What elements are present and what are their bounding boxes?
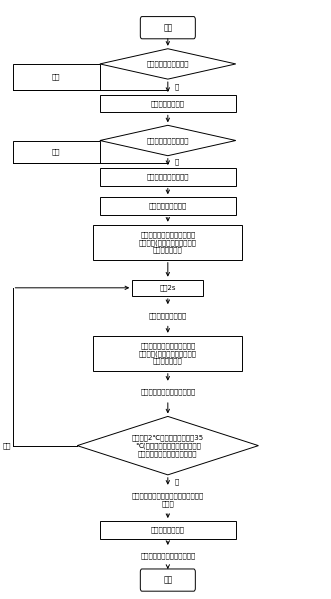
Text: 不是: 不是	[52, 74, 61, 80]
Polygon shape	[77, 416, 259, 475]
Text: 蜂鸣器鸣响一声提示一次温度
测量结束(此时用户须变动温度
计的测量位置）: 蜂鸣器鸣响一声提示一次温度 测量结束(此时用户须变动温度 计的测量位置）	[139, 231, 197, 253]
Text: 是: 是	[174, 84, 178, 90]
Bar	[100, 197, 236, 215]
Bar	[93, 225, 242, 260]
Text: 显示进入多次测量模式: 显示进入多次测量模式	[147, 174, 189, 180]
Text: 计算和显示多次测量的最大值: 计算和显示多次测量的最大值	[140, 553, 195, 559]
Text: 结束: 结束	[163, 576, 172, 585]
Bar	[132, 280, 204, 296]
Text: 测量一次温度并显示: 测量一次温度并显示	[149, 202, 187, 209]
Bar	[100, 168, 236, 186]
Bar	[13, 64, 100, 90]
Text: 检测是否按下测量按键: 检测是否按下测量按键	[147, 137, 189, 144]
Text: 测量一次温度并显示: 测量一次温度并显示	[149, 312, 187, 319]
Text: 第一次温度值减去当前温度值: 第一次温度值减去当前温度值	[140, 389, 195, 395]
Text: 蜂鸣器鸣响两声提示完整的温度测量过
程结束: 蜂鸣器鸣响两声提示完整的温度测量过 程结束	[132, 492, 204, 507]
Text: 不是: 不是	[52, 149, 61, 155]
Text: 显示进入待机状态: 显示进入待机状态	[151, 101, 185, 107]
Text: 是: 是	[174, 478, 178, 485]
Bar	[93, 336, 242, 371]
FancyBboxPatch shape	[140, 569, 195, 591]
Text: 开始: 开始	[163, 23, 172, 32]
Polygon shape	[100, 49, 236, 79]
Text: 差值大于2℃或当前温度值低于35
℃(此情况发生在用户认为测量次
数足够，将温度计移出耳道下）: 差值大于2℃或当前温度值低于35 ℃(此情况发生在用户认为测量次 数足够，将温度…	[132, 435, 204, 456]
Bar	[100, 521, 236, 539]
FancyBboxPatch shape	[140, 17, 195, 39]
Bar	[13, 141, 100, 164]
Text: 检测是否按下自动按键: 检测是否按下自动按键	[147, 60, 189, 67]
Text: 是: 是	[174, 159, 178, 165]
Text: 不是: 不是	[2, 442, 11, 449]
Polygon shape	[100, 125, 236, 156]
Text: 等待2s: 等待2s	[160, 285, 176, 291]
Text: 蜂鸣器鸣响一声提示一次温度
测量结束(此时用户须变动温度
计的测量位置）: 蜂鸣器鸣响一声提示一次温度 测量结束(此时用户须变动温度 计的测量位置）	[139, 343, 197, 364]
Bar	[100, 95, 236, 113]
Text: 退出多次测量模式: 退出多次测量模式	[151, 527, 185, 533]
